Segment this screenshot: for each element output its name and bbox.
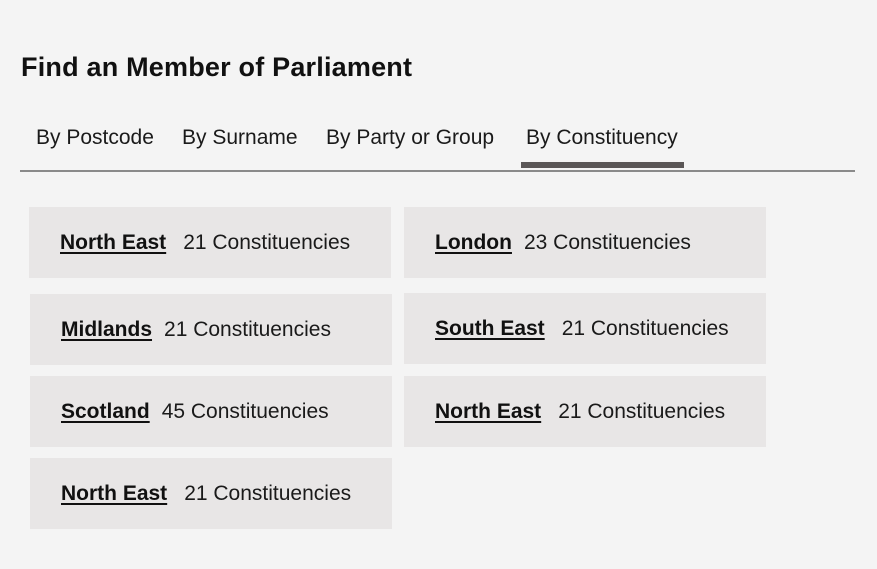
constituency-count: 21 Constituencies (183, 230, 351, 254)
constituency-count: 23 Constituencies (523, 230, 691, 254)
region-card: North East 21 Constituencies (30, 458, 392, 529)
region-card: South East 21 Constituencies (404, 293, 766, 364)
constituency-count: 21 Constituencies (558, 399, 726, 423)
search-tabs: By Postcode By Surname By Party or Group… (20, 120, 855, 172)
region-card: Scotland 45 Constituencies (30, 376, 392, 447)
constituency-count: 45 Constituencies (161, 399, 329, 423)
region-link[interactable]: North East (61, 481, 168, 505)
tab-by-surname[interactable]: By Surname (182, 126, 298, 149)
constituency-count: 21 Constituencies (561, 316, 729, 340)
region-card: North East 21 Constituencies (29, 207, 391, 278)
constituency-count: 21 Constituencies (184, 481, 352, 505)
region-link[interactable]: South East (435, 316, 545, 340)
constituency-count: 21 Constituencies (164, 317, 331, 341)
region-card: Midlands 21 Constituencies (30, 294, 392, 365)
region-link[interactable]: North East (60, 230, 167, 254)
region-card: North East 21 Constituencies (404, 376, 766, 447)
page-title: Find an Member of Parliament (21, 52, 413, 82)
region-link[interactable]: North East (435, 399, 542, 423)
region-card: London 23 Constituencies (404, 207, 766, 278)
region-link[interactable]: London (435, 230, 512, 254)
tab-by-party-or-group[interactable]: By Party or Group (326, 126, 495, 149)
region-link[interactable]: Midlands (61, 317, 153, 341)
tab-by-constituency[interactable]: By Constituency (521, 126, 684, 168)
region-link[interactable]: Scotland (61, 399, 150, 423)
tab-by-postcode[interactable]: By Postcode (36, 126, 154, 149)
